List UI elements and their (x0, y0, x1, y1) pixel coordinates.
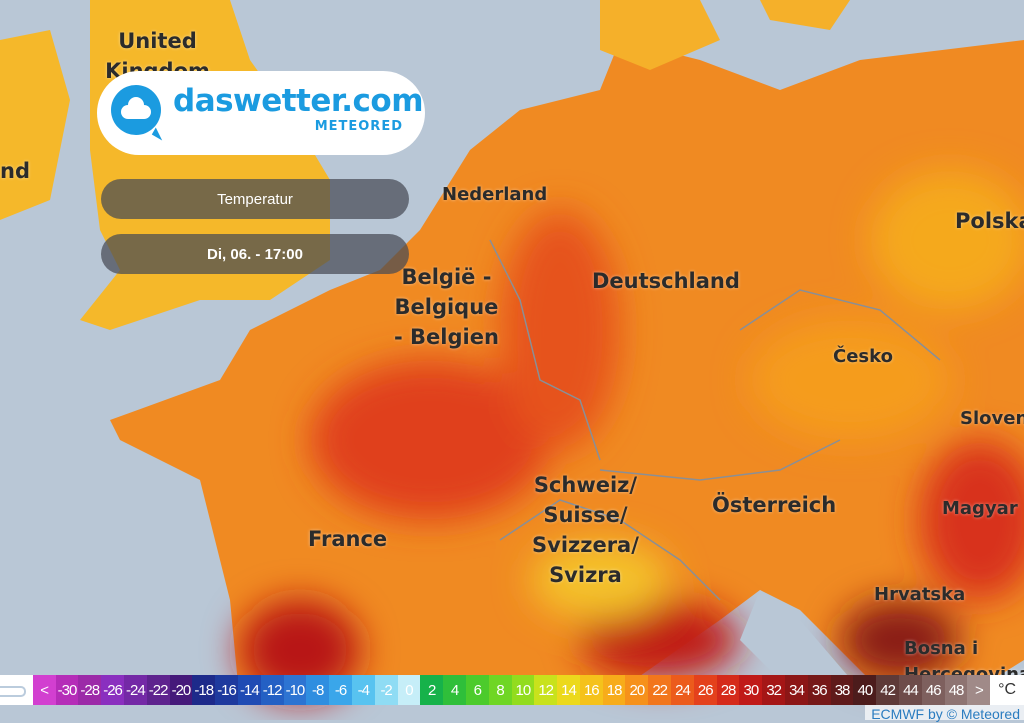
label-be-3: - Belgien (394, 325, 499, 349)
legend-cell: 36 (807, 675, 831, 705)
legend-cell: 44 (899, 675, 922, 705)
legend-cell: -20 (169, 675, 193, 705)
legend-cell: -12 (260, 675, 284, 705)
label-slovenija: Sloven (960, 408, 1024, 429)
legend-cell: > (967, 675, 991, 705)
legend-cell: -8 (306, 675, 330, 705)
legend-cell: -30 (55, 675, 79, 705)
label-belgie: België - Belgique - Belgien (394, 262, 499, 352)
legend-cell: 24 (671, 675, 694, 705)
legend-cell: -22 (146, 675, 170, 705)
label-ireland: nd (0, 159, 30, 183)
ireland-landmass (0, 30, 70, 220)
label-ch-1: Schweiz/ (533, 473, 638, 497)
label-deutschland: Deutschland (592, 269, 740, 293)
legend-cell: -2 (374, 675, 398, 705)
legend-cell: 18 (602, 675, 626, 705)
legend-cell: 16 (579, 675, 603, 705)
time-selector-button[interactable]: Di, 06. - 17:00 (101, 234, 409, 274)
legend-cell: -18 (192, 675, 216, 705)
legend-cell: 0 (397, 675, 421, 705)
legend-cell: 12 (534, 675, 558, 705)
legend-cell: 48 (944, 675, 968, 705)
legend-cell: 34 (785, 675, 808, 705)
credit-text[interactable]: ECMWF by © Meteored (865, 705, 1024, 722)
legend-cell: 4 (443, 675, 466, 705)
label-ch-3: Svizzera/ (532, 533, 639, 557)
label-be-1: België - (401, 265, 492, 289)
legend-cell: -14 (237, 675, 261, 705)
legend-cell: -26 (101, 675, 124, 705)
legend-cell: -24 (123, 675, 147, 705)
legend-cell: 30 (739, 675, 763, 705)
label-france: France (308, 527, 388, 551)
temperature-legend: < -30 -28 -26 -24 -22 -20 -18 -16 -14 -12 -10 -8 -6 -4… (0, 675, 1024, 705)
legend-cell: 8 (488, 675, 512, 705)
label-ch-2: Suisse/ (543, 503, 628, 527)
legend-cell: 2 (420, 675, 444, 705)
label-ba-1: Bosna i (904, 638, 979, 659)
logo-sub: METEORED (314, 119, 403, 134)
legend-cells: < -30 -28 -26 -24 -22 -20 -18 -16 -14 -12 -10 -8 -6 -4… (32, 675, 991, 705)
label-cesko: Česko (833, 346, 893, 367)
label-be-2: Belgique (394, 295, 499, 319)
logo-name: daswetter.com (173, 83, 424, 119)
daswetter-logo[interactable]: daswetter.com METEORED (97, 71, 425, 155)
legend-cell: -16 (215, 675, 238, 705)
label-hrvatska: Hrvatska (874, 584, 966, 605)
label-magyarorszag: Magyar (942, 498, 1018, 519)
label-nederland: Nederland (442, 184, 548, 205)
legend-toggle-button[interactable] (0, 675, 33, 705)
legend-cell: 20 (625, 675, 649, 705)
legend-cell: 10 (511, 675, 535, 705)
legend-cell: 26 (693, 675, 717, 705)
legend-cell: < (32, 675, 56, 705)
legend-cell: 38 (830, 675, 854, 705)
layer-selector-button[interactable]: Temperatur (101, 179, 409, 219)
legend-cell: -28 (78, 675, 102, 705)
legend-cell: 40 (853, 675, 877, 705)
legend-cell: 28 (716, 675, 740, 705)
legend-cell: -4 (351, 675, 375, 705)
legend-cell: 6 (465, 675, 489, 705)
label-polska: Polska (955, 209, 1024, 233)
legend-unit: °C (990, 675, 1024, 705)
cloud-speech-bubble-icon (111, 85, 161, 135)
legend-cell: 14 (557, 675, 580, 705)
legend-cell: -10 (283, 675, 307, 705)
legend-cell: 32 (762, 675, 786, 705)
legend-cell: 22 (648, 675, 672, 705)
label-ch-4: Svizra (549, 563, 622, 587)
label-osterreich: Österreich (712, 493, 837, 517)
legend-cell: 42 (876, 675, 900, 705)
legend-cell: -6 (329, 675, 352, 705)
label-schweiz: Schweiz/ Suisse/ Svizzera/ Svizra (532, 470, 639, 590)
legend-cell: 46 (921, 675, 945, 705)
